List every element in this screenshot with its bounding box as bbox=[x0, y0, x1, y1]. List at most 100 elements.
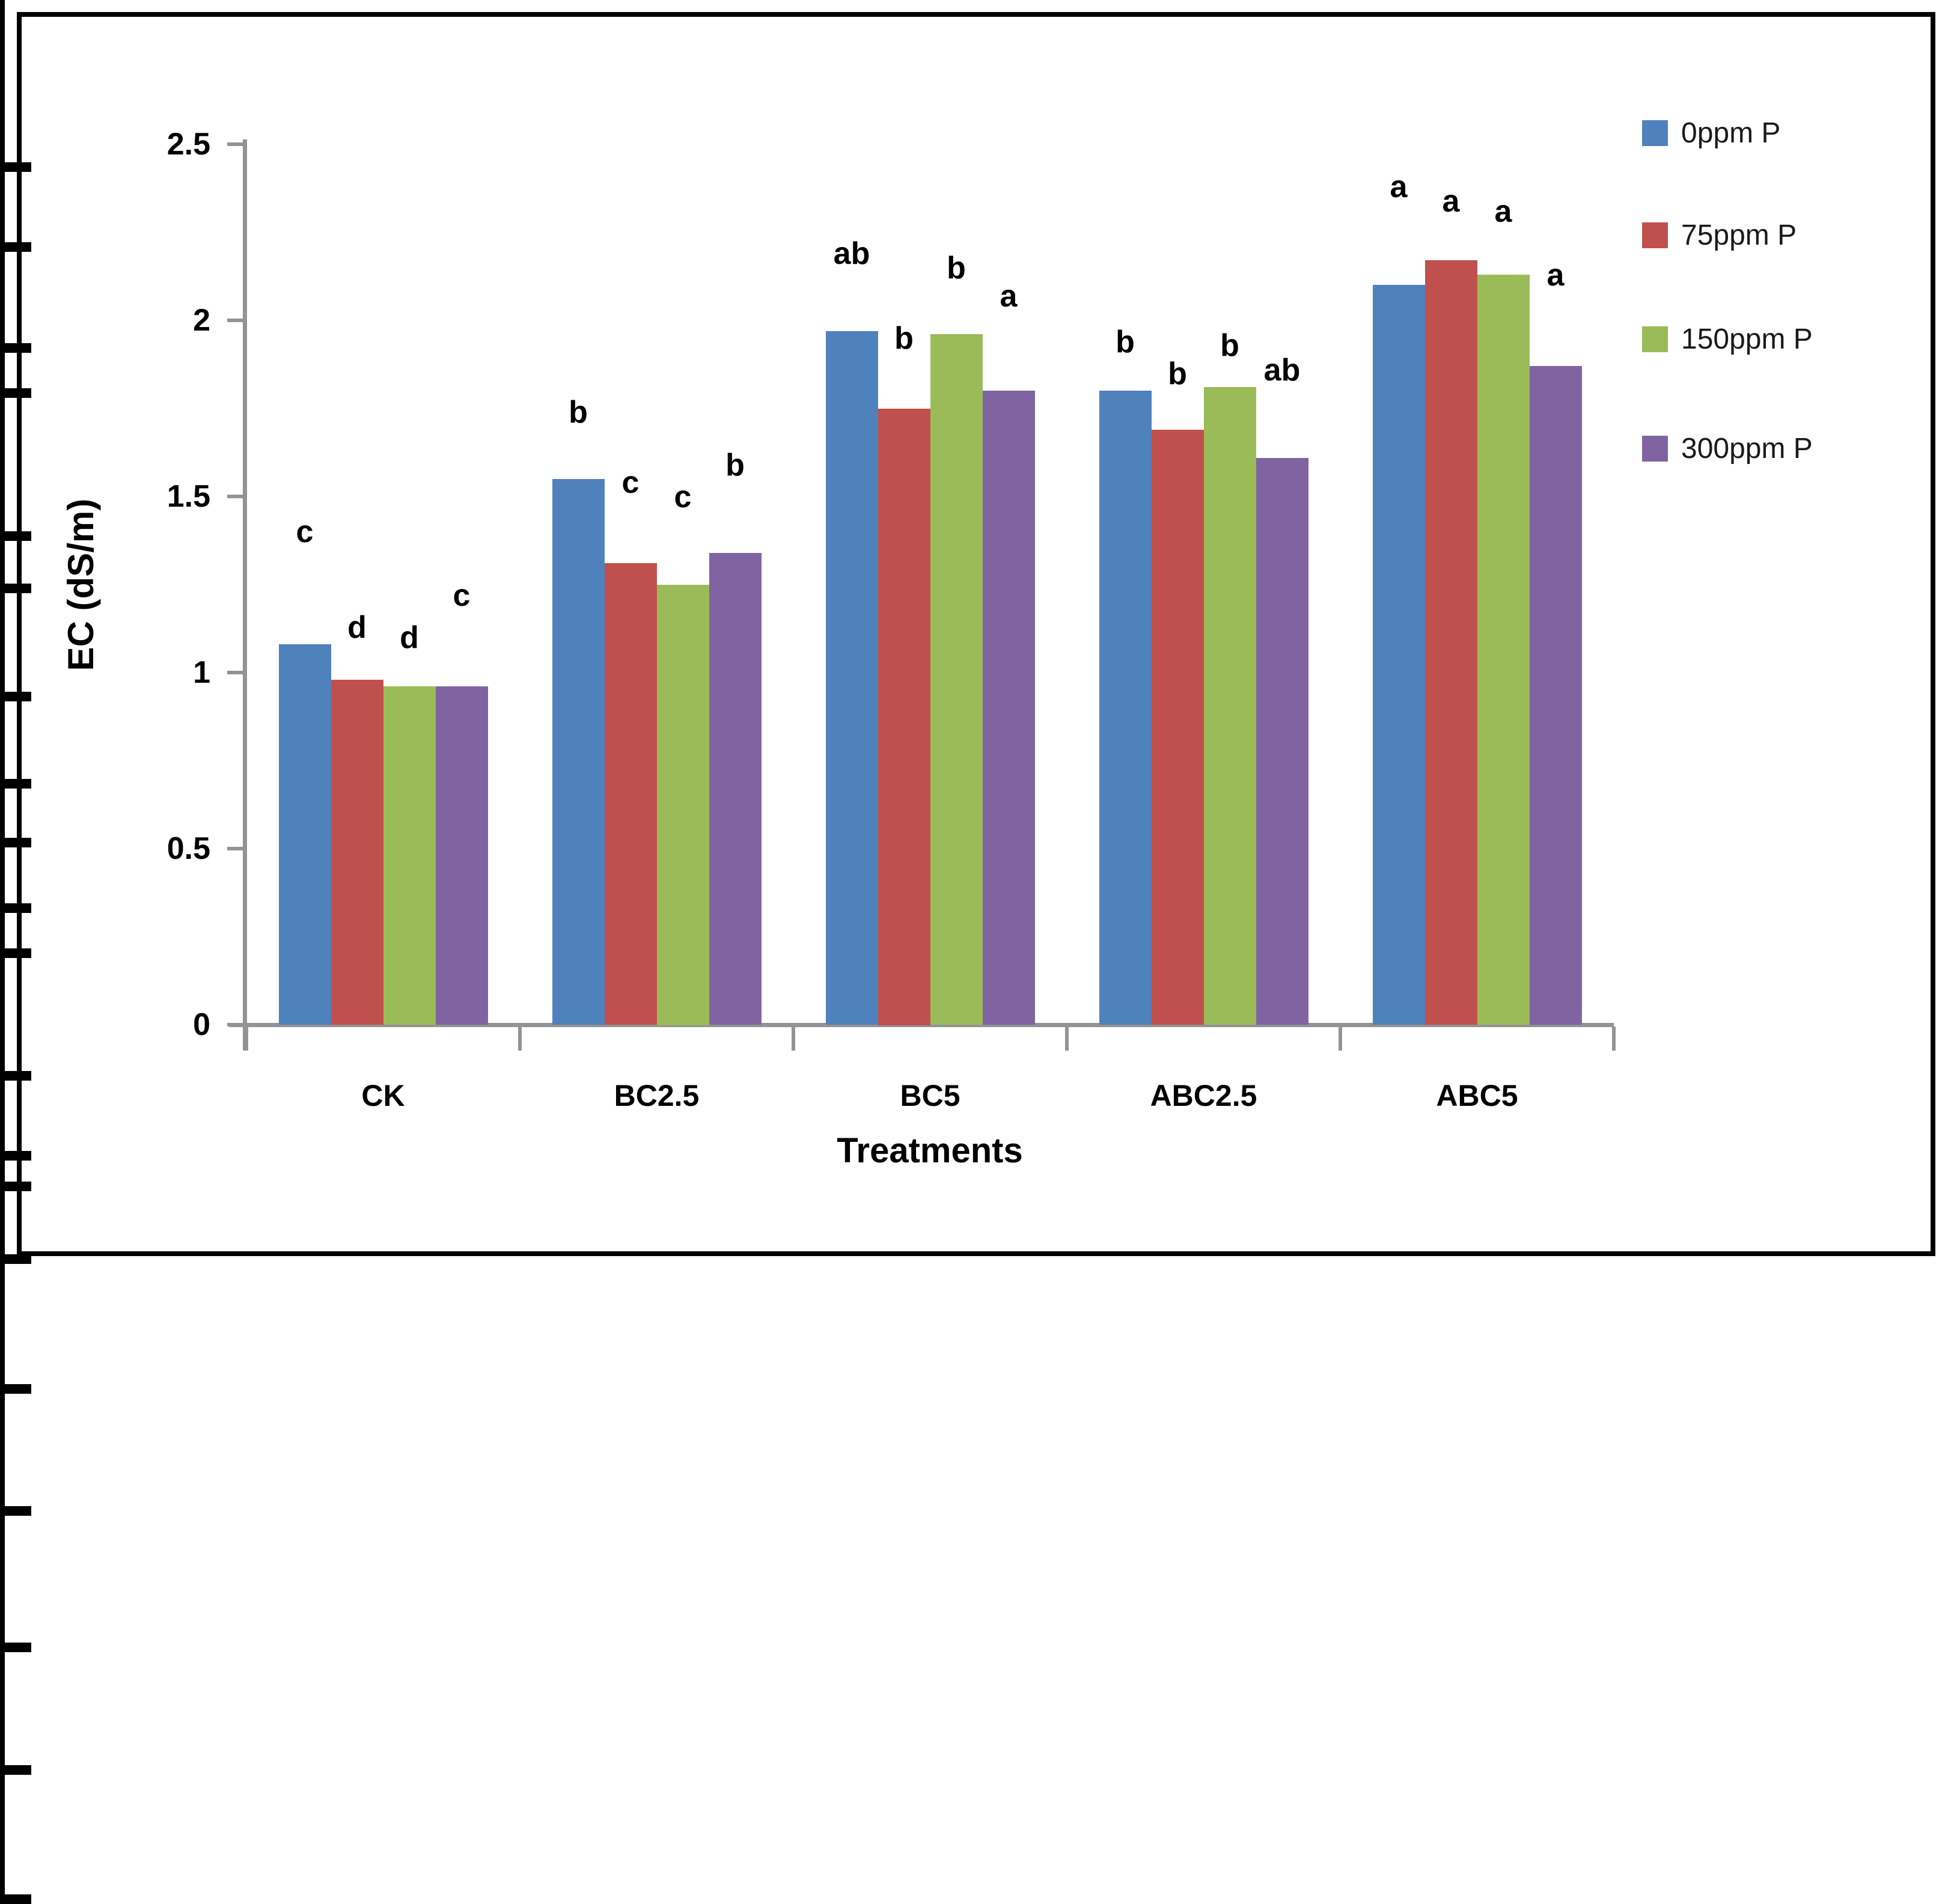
error-bar-cap-top bbox=[0, 1506, 31, 1512]
bar bbox=[604, 563, 657, 1025]
error-bar-cap-bottom bbox=[0, 1511, 31, 1516]
error-bar-cap-bottom bbox=[0, 1186, 31, 1191]
error-bar-cap-bottom bbox=[0, 1388, 31, 1394]
error-bar bbox=[0, 1160, 5, 1182]
error-bar bbox=[0, 171, 5, 242]
error-bar-cap-top bbox=[0, 583, 31, 588]
error-bar-cap-top bbox=[0, 162, 31, 167]
error-bar-cap-bottom bbox=[0, 392, 31, 398]
error-bar bbox=[0, 701, 5, 779]
error-bar-cap-bottom bbox=[0, 1899, 31, 1904]
error-bar bbox=[0, 353, 5, 388]
bar bbox=[1256, 457, 1308, 1025]
error-bar-cap-bottom bbox=[0, 842, 31, 847]
error-bar-cap-bottom bbox=[0, 908, 31, 914]
error-bar-cap-top bbox=[0, 343, 31, 349]
error-bar-cap-top bbox=[0, 778, 31, 784]
bar bbox=[656, 584, 709, 1025]
bar bbox=[825, 331, 878, 1025]
significance-letter: b bbox=[1116, 324, 1135, 359]
bar bbox=[930, 334, 983, 1025]
error-bar-cap-top bbox=[0, 531, 31, 537]
error-bar bbox=[0, 847, 5, 904]
legend-label: 75ppm P bbox=[1681, 219, 1797, 251]
bar bbox=[1099, 391, 1152, 1025]
bar bbox=[278, 644, 331, 1025]
bar bbox=[435, 686, 488, 1025]
significance-letter: b bbox=[569, 395, 588, 430]
bar bbox=[383, 686, 436, 1025]
y-tick-label: 1 bbox=[193, 655, 210, 690]
significance-letter: b bbox=[1220, 328, 1239, 363]
error-bar bbox=[0, 1516, 5, 1643]
legend-swatch bbox=[1642, 435, 1668, 462]
error-bar bbox=[0, 1652, 5, 1765]
y-tick bbox=[227, 1023, 243, 1027]
legend-swatch bbox=[1642, 326, 1668, 352]
error-bar-cap-bottom bbox=[0, 166, 31, 172]
significance-letter: ab bbox=[833, 236, 870, 272]
error-bar-cap-bottom bbox=[0, 696, 31, 701]
bar bbox=[1151, 429, 1204, 1025]
category-label: BC2.5 bbox=[614, 1079, 700, 1112]
y-axis-title: EC (dS/m) bbox=[61, 498, 101, 671]
bar bbox=[878, 408, 930, 1025]
error-bar-cap-top bbox=[0, 1894, 31, 1899]
x-tick bbox=[1612, 1027, 1616, 1051]
x-tick bbox=[518, 1027, 522, 1051]
significance-letter: a bbox=[1000, 278, 1018, 314]
significance-letter: c bbox=[296, 514, 314, 550]
error-bar bbox=[0, 0, 5, 162]
x-tick bbox=[1065, 1027, 1069, 1051]
y-tick bbox=[227, 142, 243, 146]
category-label: CK bbox=[361, 1079, 405, 1112]
bar-chart: 0 0.5 1 1.5 2 2.5 CK BC2.5 BC5 ABC2.5 ABC5 c b ab b a d c… bbox=[0, 0, 1813, 1904]
y-tick-label: 2 bbox=[193, 303, 210, 338]
error-bar-cap-top bbox=[0, 903, 31, 909]
significance-letter: b bbox=[947, 250, 966, 285]
error-bar-cap-top bbox=[0, 1181, 31, 1186]
significance-letter: a bbox=[1390, 169, 1408, 205]
error-bar-cap-bottom bbox=[0, 1647, 31, 1653]
y-tick bbox=[227, 847, 243, 850]
error-bar bbox=[0, 541, 5, 584]
error-bar bbox=[0, 788, 5, 838]
bar bbox=[1372, 285, 1425, 1025]
error-bar-cap-bottom bbox=[0, 1259, 31, 1265]
x-axis-title: Treatments bbox=[837, 1131, 1023, 1170]
legend-swatch bbox=[1642, 120, 1668, 146]
legend-item: 0ppm P bbox=[1642, 115, 1780, 151]
bar bbox=[552, 478, 605, 1025]
legend-item: 150ppm P bbox=[1642, 321, 1813, 357]
error-bar bbox=[0, 1191, 5, 1255]
error-bar bbox=[0, 251, 5, 344]
error-bar-cap-top bbox=[0, 948, 31, 954]
error-bar-cap-top bbox=[0, 1254, 31, 1260]
bar bbox=[1529, 366, 1582, 1025]
error-bar-cap-bottom bbox=[0, 588, 31, 593]
legend-label: 0ppm P bbox=[1681, 117, 1781, 149]
x-axis-line bbox=[230, 1023, 1614, 1027]
error-bar bbox=[0, 913, 5, 949]
error-bar bbox=[0, 1264, 5, 1384]
error-bar-cap-bottom bbox=[0, 953, 31, 959]
legend-label: 300ppm P bbox=[1681, 432, 1813, 465]
error-bar bbox=[0, 397, 5, 532]
y-tick-label: 0.5 bbox=[166, 831, 210, 866]
x-tick bbox=[245, 1027, 248, 1051]
error-bar-cap-top bbox=[0, 1070, 31, 1076]
error-bar bbox=[0, 1393, 5, 1507]
legend-label: 150ppm P bbox=[1681, 323, 1813, 355]
error-bar-cap-top bbox=[0, 1384, 31, 1389]
significance-letter: a bbox=[1442, 183, 1460, 219]
legend-item: 75ppm P bbox=[1642, 217, 1797, 253]
significance-letter: c bbox=[453, 578, 471, 613]
legend-item: 300ppm P bbox=[1642, 430, 1813, 466]
error-bar-cap-bottom bbox=[0, 246, 31, 252]
error-bar-cap-top bbox=[0, 691, 31, 697]
significance-letter: d bbox=[400, 620, 419, 656]
bar bbox=[1477, 274, 1530, 1025]
error-bar bbox=[0, 1774, 5, 1894]
error-bar-cap-top bbox=[0, 1765, 31, 1770]
